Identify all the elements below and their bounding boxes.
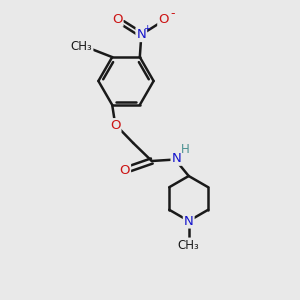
Text: O: O <box>110 119 120 132</box>
Text: N: N <box>184 214 194 227</box>
Text: N: N <box>172 152 181 165</box>
Text: CH₃: CH₃ <box>178 238 200 251</box>
Text: H: H <box>181 143 190 156</box>
Text: -: - <box>170 8 175 20</box>
Text: CH₃: CH₃ <box>71 40 92 53</box>
Text: N: N <box>136 28 146 41</box>
Text: O: O <box>112 13 123 26</box>
Text: +: + <box>144 24 151 33</box>
Text: O: O <box>120 164 130 177</box>
Text: O: O <box>158 13 169 26</box>
